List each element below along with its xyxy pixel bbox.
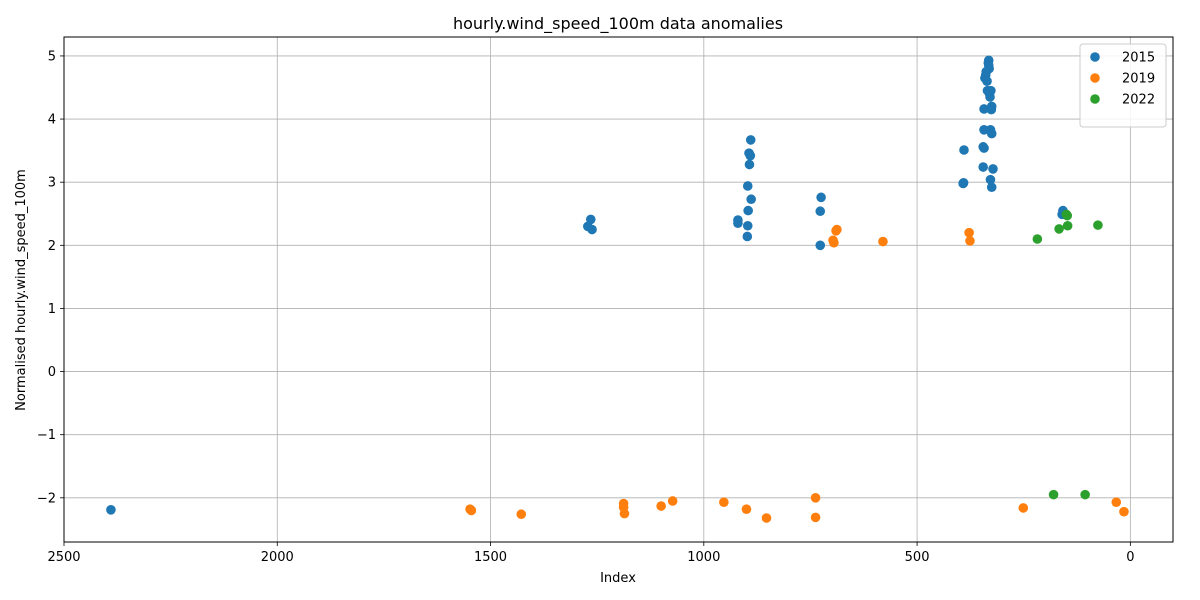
x-tick-label: 1500 (474, 550, 507, 565)
data-point (719, 497, 729, 508)
y-tick-label: −1 (37, 428, 56, 443)
data-point (466, 505, 477, 516)
data-point (1032, 234, 1043, 244)
data-point (984, 63, 994, 74)
legend-label: 2015 (1122, 51, 1155, 66)
data-point (816, 192, 826, 203)
x-axis-label: Index (600, 571, 636, 586)
x-tick-label: 2000 (261, 550, 294, 565)
data-point (986, 101, 997, 112)
data-point (1080, 489, 1090, 500)
x-tick-label: 500 (905, 550, 930, 565)
data-point (587, 224, 597, 235)
x-tick-label: 0 (1126, 550, 1134, 565)
data-point (1018, 503, 1029, 513)
y-axis-label: Normalised hourly.wind_speed_100m (14, 169, 29, 411)
x-tick-label: 2500 (47, 550, 80, 565)
y-tick-label: 1 (48, 302, 56, 317)
data-point (982, 76, 992, 86)
data-point (746, 194, 756, 205)
data-point (829, 237, 839, 248)
data-point (745, 135, 756, 145)
legend-frame (1079, 43, 1167, 128)
data-point (742, 231, 753, 242)
data-point (1062, 220, 1073, 231)
y-tick-label: 0 (48, 365, 56, 380)
legend-marker (1090, 73, 1100, 83)
data-point (832, 224, 842, 235)
data-point (958, 178, 969, 188)
y-tick-label: 4 (48, 113, 56, 128)
legend-label: 2022 (1122, 93, 1155, 108)
data-point (978, 162, 988, 172)
data-point (743, 205, 753, 216)
y-tick-label: 3 (48, 176, 56, 191)
x-axis-ticks: 2500 2000 1500 1000 500 0 (47, 542, 1134, 565)
grid-lines (63, 37, 1173, 542)
data-point (979, 104, 989, 114)
series-2019 (465, 224, 1129, 523)
data-point (965, 236, 975, 246)
y-axis-ticks: −2 −1 0 1 2 3 4 5 (37, 49, 64, 506)
data-point (986, 128, 997, 139)
data-point (667, 496, 678, 506)
data-point (741, 504, 752, 514)
legend-marker (1090, 94, 1100, 104)
y-tick-label: 5 (48, 49, 56, 64)
data-point (1062, 210, 1073, 221)
plot-frame (63, 36, 1174, 543)
data-point (878, 236, 888, 247)
data-point (986, 85, 996, 96)
y-tick-label: −2 (37, 491, 56, 506)
data-point (815, 240, 826, 251)
series-2022 (1032, 209, 1103, 500)
data-point (1054, 224, 1064, 234)
data-point (964, 227, 974, 238)
data-point (742, 220, 753, 231)
data-point (745, 150, 756, 161)
data-point (986, 182, 997, 193)
data-points (106, 55, 1129, 523)
data-point (1111, 497, 1122, 508)
data-point (106, 505, 116, 515)
data-point (985, 174, 996, 185)
data-point (1119, 506, 1129, 517)
data-point (959, 145, 969, 155)
data-point (733, 218, 743, 229)
data-point (1093, 220, 1103, 230)
data-point (979, 143, 989, 153)
legend: 2015 2019 2022 (1079, 43, 1167, 128)
y-tick-label: 2 (48, 239, 56, 254)
data-point (810, 512, 821, 523)
data-point (761, 513, 772, 523)
data-point (815, 206, 826, 217)
data-point (619, 508, 630, 519)
data-point (810, 493, 821, 503)
chart-title: hourly.wind_speed_100m data anomalies (453, 14, 783, 34)
legend-label: 2019 (1122, 72, 1155, 87)
x-tick-label: 1000 (687, 550, 720, 565)
series-2015 (106, 55, 1068, 515)
data-point (744, 159, 755, 170)
data-point (988, 164, 998, 174)
data-point (656, 501, 666, 511)
legend-marker (1090, 52, 1100, 62)
data-point (516, 509, 527, 520)
data-point (742, 181, 753, 191)
data-point (1048, 489, 1059, 500)
